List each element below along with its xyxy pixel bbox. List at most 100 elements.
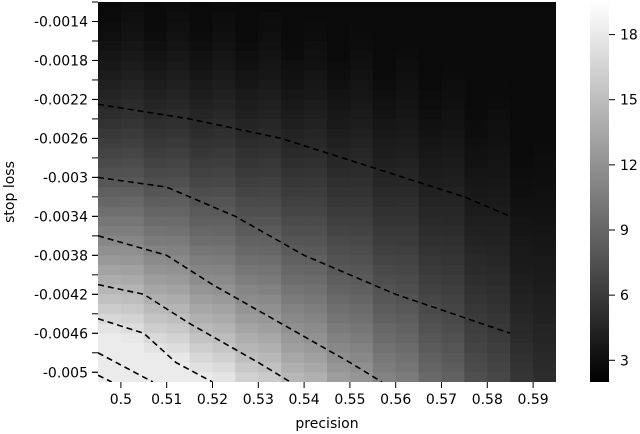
heatmap-cell: [418, 245, 443, 256]
heatmap-cell: [349, 128, 374, 140]
heatmap-cell: [372, 323, 397, 334]
heatmap-cell: [487, 99, 511, 110]
heatmap-cell: [258, 274, 282, 286]
heatmap-cell: [281, 118, 305, 130]
heatmap-cell: [441, 323, 465, 334]
heatmap-cell: [120, 138, 145, 149]
heatmap-cell: [510, 265, 534, 276]
colorbar-ticks: 3 6 9 12 15 18: [609, 28, 638, 369]
heatmap-cell: [395, 89, 420, 101]
y-tick-label: -0.0014: [34, 14, 88, 30]
heatmap-cell: [510, 323, 534, 334]
heatmap-cell: [189, 187, 214, 198]
heatmap-cell: [487, 79, 511, 91]
heatmap-cell: [189, 313, 214, 325]
heatmap-cell: [464, 343, 488, 354]
heatmap-cell: [464, 265, 488, 276]
heatmap-cell: [98, 89, 122, 101]
heatmap-cell: [510, 313, 534, 325]
heatmap-cell: [510, 99, 534, 110]
heatmap-cell: [98, 333, 122, 344]
heatmap-cell: [372, 206, 397, 217]
x-tick-label: 0.59: [518, 392, 549, 408]
heatmap-cell: [533, 187, 556, 198]
heatmap-cell: [418, 157, 443, 169]
heatmap-cell: [98, 274, 122, 286]
heatmap-cell: [258, 313, 282, 325]
heatmap-cell: [349, 206, 374, 217]
heatmap-cell: [120, 362, 145, 373]
heatmap-cell: [281, 40, 305, 52]
heatmap-cell: [372, 343, 397, 354]
heatmap-cell: [120, 31, 145, 42]
contour-line-2: [98, 176, 511, 335]
heatmap-cell: [327, 50, 351, 62]
heatmap-cell: [349, 138, 374, 149]
heatmap-cell: [372, 167, 397, 178]
heatmap-cell: [418, 109, 443, 120]
heatmap-cell: [533, 89, 556, 101]
heatmap-cell: [395, 99, 420, 110]
heatmap-cell: [235, 235, 259, 247]
heatmap-cell: [166, 196, 191, 208]
heatmap-cell: [98, 206, 122, 217]
heatmap-cell: [98, 128, 122, 140]
heatmap-cell: [120, 128, 145, 140]
heatmap-cell: [258, 284, 282, 295]
heatmap-cell: [258, 11, 282, 23]
colorbar-tick-label: 3: [620, 353, 629, 369]
heatmap-cell: [464, 128, 488, 140]
heatmap-cell: [418, 167, 443, 178]
heatmap-cell: [258, 343, 282, 354]
heatmap-cell: [143, 284, 168, 295]
heatmap-cell: [212, 2, 236, 13]
heatmap-cell: [464, 40, 488, 52]
heatmap-cells: [98, 2, 556, 382]
colorbar: [590, 2, 609, 382]
heatmap-cell: [120, 40, 145, 52]
heatmap-cell: [189, 118, 214, 130]
heatmap-cell: [464, 177, 488, 188]
heatmap-cell: [441, 99, 465, 110]
heatmap-cell: [143, 128, 168, 140]
heatmap-cell: [98, 265, 122, 276]
heatmap-cell: [143, 196, 168, 208]
heatmap-cell: [349, 333, 374, 344]
heatmap-cell: [349, 323, 374, 334]
heatmap-cell: [235, 255, 259, 266]
heatmap-cell: [510, 21, 534, 32]
heatmap-cell: [98, 362, 122, 373]
heatmap-cell: [304, 99, 328, 110]
heatmap-cell: [441, 50, 465, 62]
heatmap-cell: [510, 89, 534, 101]
heatmap-cell: [304, 167, 328, 178]
heatmap-cell: [349, 70, 374, 81]
heatmap-cell: [327, 294, 351, 305]
heatmap-cell: [120, 284, 145, 295]
heatmap-cell: [418, 128, 443, 140]
heatmap-cell: [143, 138, 168, 149]
heatmap-cell: [533, 235, 556, 247]
heatmap-cell: [258, 304, 282, 315]
heatmap-cell: [510, 60, 534, 71]
heatmap-cell: [418, 60, 443, 71]
heatmap-cell: [98, 187, 122, 198]
heatmap-cell: [395, 118, 420, 130]
heatmap-cell: [235, 265, 259, 276]
heatmap-cell: [235, 343, 259, 354]
heatmap-cell: [349, 362, 374, 373]
heatmap-cell: [212, 235, 236, 247]
heatmap-cell: [464, 148, 488, 159]
heatmap-cell: [304, 362, 328, 373]
heatmap-cell: [395, 177, 420, 188]
heatmap-cell: [510, 206, 534, 217]
heatmap-cell: [98, 216, 122, 227]
heatmap-cell: [189, 148, 214, 159]
heatmap-cell: [533, 372, 556, 382]
heatmap-cell: [533, 177, 556, 188]
heatmap-cell: [487, 187, 511, 198]
heatmap-cell: [189, 265, 214, 276]
heatmap-cell: [510, 372, 534, 382]
heatmap-cell: [166, 138, 191, 149]
x-tick-label: 0.58: [472, 392, 503, 408]
